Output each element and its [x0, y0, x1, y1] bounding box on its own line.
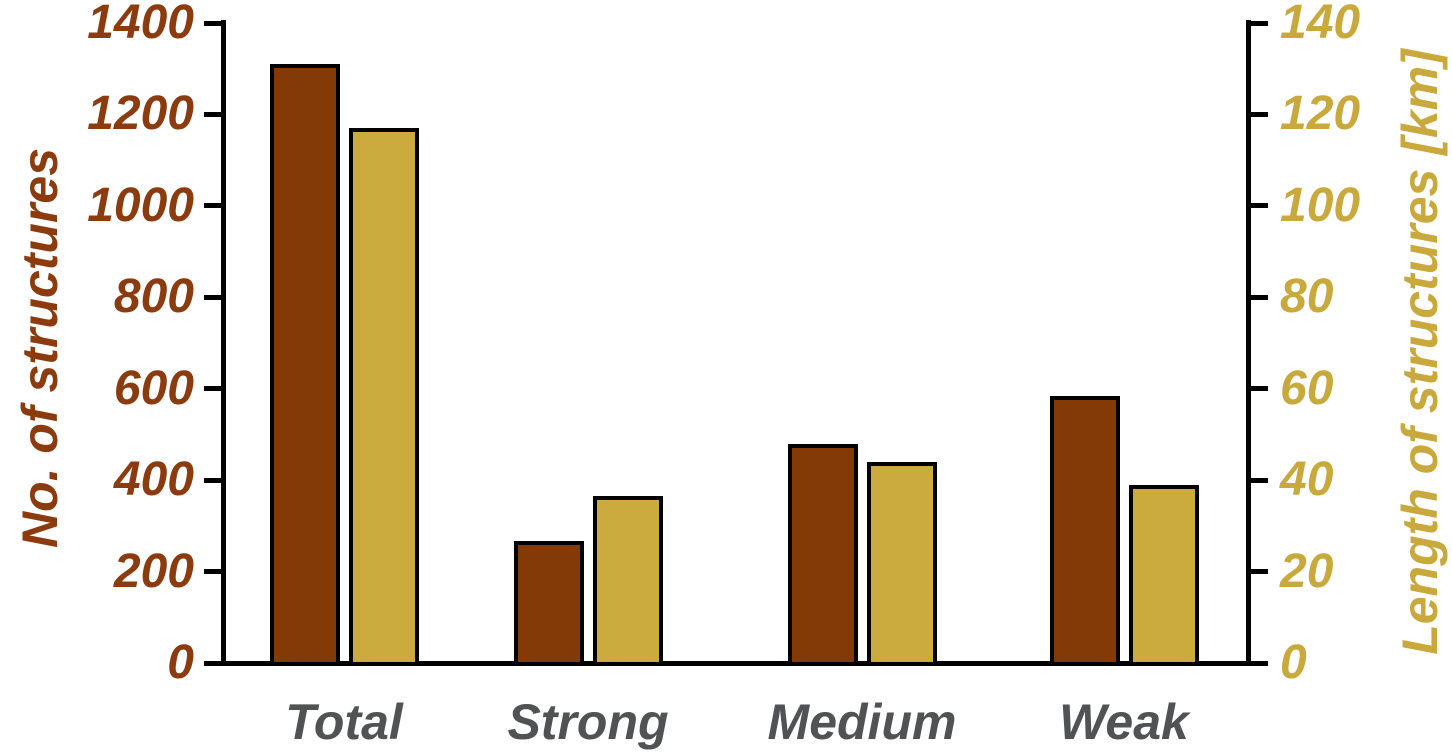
- right-axis-tick-label-20: 20: [1280, 544, 1334, 598]
- left-axis-tick-label-600: 600: [113, 361, 194, 415]
- left-axis-tick-600: [204, 386, 224, 392]
- right-axis-tick-label-0: 0: [1280, 636, 1307, 689]
- bar-medium-length: [866, 461, 937, 666]
- left-axis-tick-label-1000: 1000: [87, 178, 194, 232]
- left-axis-tick-label-200: 200: [113, 544, 194, 598]
- right-axis-tick-120: [1248, 111, 1268, 117]
- category-label-medium: Medium: [767, 694, 957, 750]
- category-label-total: Total: [285, 694, 403, 750]
- right-axis-tick-80: [1248, 294, 1268, 300]
- right-axis-tick-label-40: 40: [1280, 453, 1334, 507]
- left-axis-tick-0: [204, 660, 224, 666]
- category-label-weak: Weak: [1059, 694, 1189, 750]
- right-axis-title: Length of structures [km]: [1392, 49, 1448, 655]
- bar-total-length: [348, 128, 419, 666]
- right-axis-tick-label-80: 80: [1280, 270, 1334, 324]
- right-axis-tick-60: [1248, 386, 1268, 392]
- right-axis-tick-label-60: 60: [1280, 361, 1334, 415]
- right-axis-tick-label-120: 120: [1280, 87, 1361, 141]
- right-axis-line: [1246, 20, 1251, 666]
- right-axis-tick-0: [1248, 660, 1268, 666]
- left-axis-tick-label-0: 0: [167, 636, 194, 689]
- bar-total-count: [269, 64, 340, 666]
- bar-strong-count: [513, 540, 584, 666]
- bar-strong-length: [592, 496, 663, 666]
- left-axis-tick-label-1200: 1200: [87, 87, 194, 141]
- left-axis-tick-1400: [204, 20, 224, 26]
- right-axis-tick-label-140: 140: [1280, 0, 1361, 49]
- right-axis-tick-20: [1248, 569, 1268, 575]
- category-label-strong: Strong: [507, 694, 669, 750]
- right-axis-tick-40: [1248, 477, 1268, 483]
- right-axis-tick-100: [1248, 203, 1268, 209]
- left-axis-line: [221, 20, 226, 666]
- left-axis-tick-800: [204, 294, 224, 300]
- left-axis-tick-1000: [204, 203, 224, 209]
- left-axis-tick-1200: [204, 111, 224, 117]
- right-axis-tick-label-100: 100: [1280, 178, 1361, 232]
- left-axis-tick-label-800: 800: [113, 270, 194, 324]
- bar-medium-count: [787, 443, 858, 666]
- left-axis-tick-label-1400: 1400: [87, 0, 194, 49]
- right-axis-tick-140: [1248, 20, 1268, 26]
- left-axis-tick-400: [204, 477, 224, 483]
- bar-weak-length: [1128, 484, 1199, 666]
- left-axis-tick-label-400: 400: [113, 453, 194, 507]
- left-axis-tick-200: [204, 569, 224, 575]
- bar-weak-count: [1049, 395, 1120, 666]
- bottom-axis-line: [204, 661, 1268, 666]
